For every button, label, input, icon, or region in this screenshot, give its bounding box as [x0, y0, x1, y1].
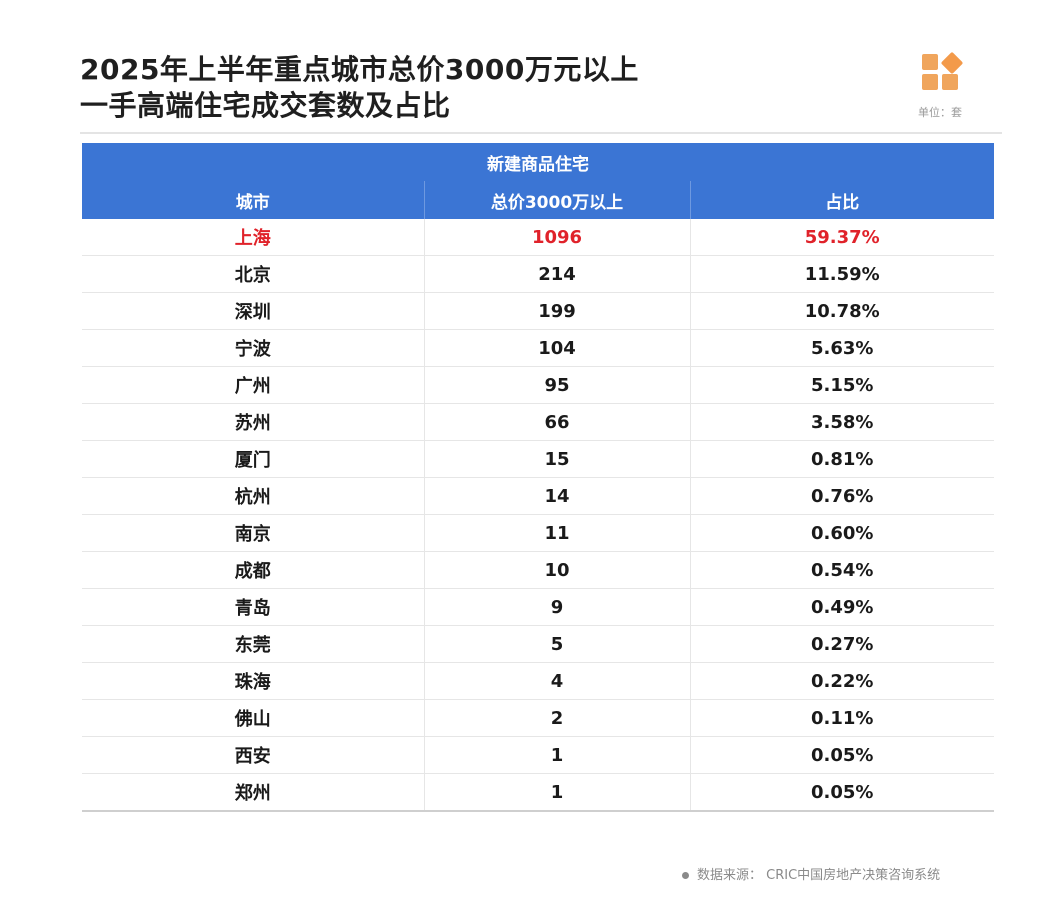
city-cell: 苏州 — [82, 403, 425, 441]
city-cell: 深圳 — [82, 292, 425, 330]
bullet-icon — [682, 872, 689, 879]
data-table: 新建商品住宅 城市 总价3000万以上 占比 上海 1096 59.37% 北京… — [82, 143, 994, 812]
title-line-2: 一手高端住宅成交套数及占比 — [80, 89, 451, 122]
count-cell: 1 — [424, 736, 691, 774]
city-cell: 郑州 — [82, 773, 425, 812]
share-cell: 0.54% — [690, 551, 994, 589]
table-row: 郑州 1 0.05% — [82, 773, 994, 812]
title-divider — [80, 132, 1002, 134]
share-cell: 0.05% — [690, 773, 994, 812]
share-cell: 0.05% — [690, 736, 994, 774]
count-cell: 4 — [424, 662, 691, 700]
count-cell: 15 — [424, 440, 691, 478]
column-header-count: 总价3000万以上 — [424, 181, 691, 219]
page-title: 2025年上半年重点城市总价3000万元以上 一手高端住宅成交套数及占比 — [80, 52, 639, 124]
table-row: 北京 214 11.59% — [82, 255, 994, 293]
share-cell: 11.59% — [690, 255, 994, 293]
table-row: 深圳 199 10.78% — [82, 292, 994, 330]
table-row: 青岛 9 0.49% — [82, 588, 994, 626]
share-cell: 0.81% — [690, 440, 994, 478]
count-cell: 95 — [424, 366, 691, 404]
city-cell: 成都 — [82, 551, 425, 589]
table-row: 佛山 2 0.11% — [82, 699, 994, 737]
group-header: 新建商品住宅 — [82, 143, 994, 181]
table-row: 成都 10 0.54% — [82, 551, 994, 589]
unit-label: 单位：套 — [918, 106, 962, 119]
column-header-share: 占比 — [690, 181, 994, 219]
table-row: 珠海 4 0.22% — [82, 662, 994, 700]
count-cell: 5 — [424, 625, 691, 663]
title-line-1: 2025年上半年重点城市总价3000万元以上 — [80, 53, 639, 86]
count-cell: 199 — [424, 292, 691, 330]
table-row: 东莞 5 0.27% — [82, 625, 994, 663]
city-cell: 南京 — [82, 514, 425, 552]
count-cell: 104 — [424, 329, 691, 367]
share-cell: 0.22% — [690, 662, 994, 700]
city-cell: 东莞 — [82, 625, 425, 663]
share-cell: 5.63% — [690, 329, 994, 367]
table-row: 南京 11 0.60% — [82, 514, 994, 552]
cric-logo-icon — [920, 51, 964, 96]
city-cell: 佛山 — [82, 699, 425, 737]
count-cell: 1096 — [424, 219, 691, 256]
city-cell: 西安 — [82, 736, 425, 774]
share-cell: 0.60% — [690, 514, 994, 552]
count-cell: 14 — [424, 477, 691, 515]
count-cell: 1 — [424, 773, 691, 812]
count-cell: 11 — [424, 514, 691, 552]
count-cell: 10 — [424, 551, 691, 589]
city-cell: 杭州 — [82, 477, 425, 515]
city-cell: 青岛 — [82, 588, 425, 626]
table-row: 上海 1096 59.37% — [82, 219, 994, 256]
table-row: 广州 95 5.15% — [82, 366, 994, 404]
city-cell: 珠海 — [82, 662, 425, 700]
share-cell: 3.58% — [690, 403, 994, 441]
count-cell: 2 — [424, 699, 691, 737]
table-row: 杭州 14 0.76% — [82, 477, 994, 515]
city-cell: 广州 — [82, 366, 425, 404]
share-cell: 10.78% — [690, 292, 994, 330]
count-cell: 214 — [424, 255, 691, 293]
table-row: 苏州 66 3.58% — [82, 403, 994, 441]
count-cell: 9 — [424, 588, 691, 626]
share-cell: 0.11% — [690, 699, 994, 737]
city-cell: 上海 — [82, 219, 425, 256]
data-source: 数据来源： CRIC中国房地产决策咨询系统 — [682, 864, 940, 883]
source-text: 数据来源： CRIC中国房地产决策咨询系统 — [697, 868, 941, 883]
city-cell: 北京 — [82, 255, 425, 293]
city-cell: 宁波 — [82, 329, 425, 367]
share-cell: 59.37% — [690, 219, 994, 256]
share-cell: 0.49% — [690, 588, 994, 626]
city-cell: 厦门 — [82, 440, 425, 478]
table-row: 宁波 104 5.63% — [82, 329, 994, 367]
column-header-city: 城市 — [82, 181, 425, 219]
table-row: 厦门 15 0.81% — [82, 440, 994, 478]
share-cell: 0.27% — [690, 625, 994, 663]
share-cell: 0.76% — [690, 477, 994, 515]
share-cell: 5.15% — [690, 366, 994, 404]
table-row: 西安 1 0.05% — [82, 736, 994, 774]
count-cell: 66 — [424, 403, 691, 441]
